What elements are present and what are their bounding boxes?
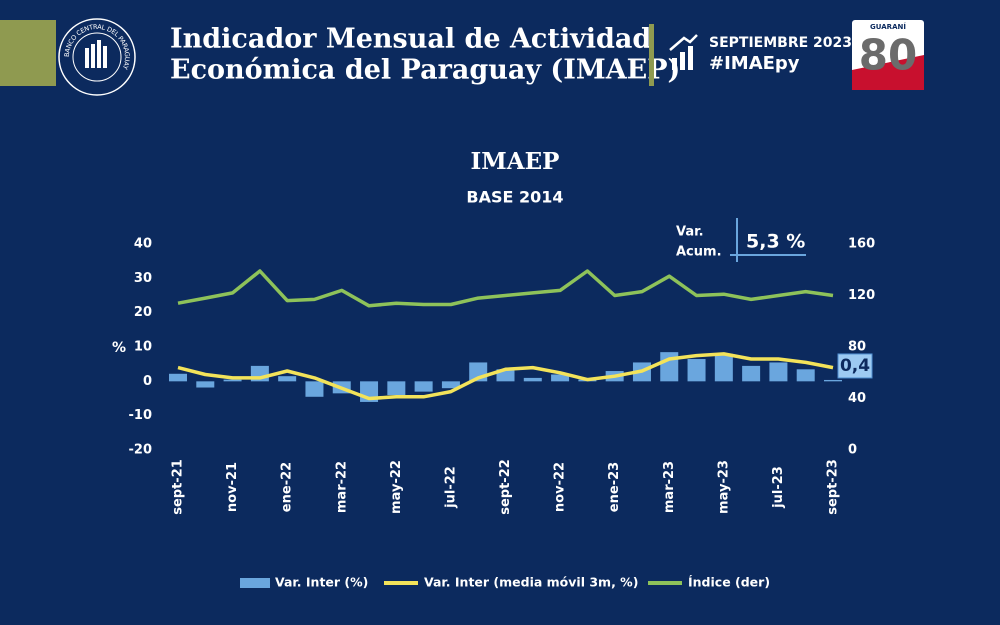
annotation-label: Acum. xyxy=(676,245,722,260)
legend-label: Var. Inter (media móvil 3m, %) xyxy=(424,575,638,590)
bar xyxy=(387,381,406,396)
bar xyxy=(223,379,242,382)
header-title: Indicador Mensual de Actividad xyxy=(170,24,651,55)
x-tick-label: nov-22 xyxy=(553,462,568,512)
bar xyxy=(441,381,460,389)
legend-label: Var. Inter (%) xyxy=(275,575,368,590)
y2-tick-label: 0 xyxy=(848,443,857,458)
chart-subtitle: BASE 2014 xyxy=(466,188,563,207)
bar xyxy=(196,381,215,388)
legend-swatch xyxy=(240,578,270,588)
bar xyxy=(769,362,788,382)
anniversary-text: GUARANÍ xyxy=(870,22,906,31)
bar xyxy=(742,365,761,382)
x-tick-label: ene-23 xyxy=(607,462,622,512)
x-tick-label: may-23 xyxy=(716,460,731,514)
series-line xyxy=(177,352,834,401)
x-tick-label: mar-23 xyxy=(662,461,677,513)
bar xyxy=(278,376,297,382)
x-tick-label: may-22 xyxy=(389,460,404,514)
annotation-value: 5,3 % xyxy=(746,231,805,253)
bar xyxy=(523,377,542,382)
header-divider xyxy=(649,24,654,86)
y-axis-label: % xyxy=(112,340,126,356)
series-line xyxy=(177,269,834,308)
value-label: 0,4 xyxy=(840,356,870,376)
y2-tick-label: 120 xyxy=(848,288,875,303)
y2-tick-label: 40 xyxy=(848,391,866,406)
bank-logo-inner xyxy=(72,32,122,82)
y2-tick-label: 80 xyxy=(848,340,866,355)
header-date: SEPTIEMBRE 2023 xyxy=(709,35,852,51)
x-tick-label: sept-23 xyxy=(826,459,841,515)
annotation-label: Var. xyxy=(676,225,704,240)
growth-icon xyxy=(669,34,698,70)
x-tick-label: sept-22 xyxy=(498,459,513,515)
bar xyxy=(824,379,842,382)
y-tick-label: -20 xyxy=(129,443,153,458)
value-label-box xyxy=(837,353,873,379)
bar xyxy=(714,353,733,382)
header-title: Económica del Paraguay (IMAEP) xyxy=(170,55,680,86)
x-tick-label: ene-22 xyxy=(280,462,295,512)
y-tick-label: 30 xyxy=(134,271,152,286)
x-tick-label: jul-22 xyxy=(443,466,458,509)
bank-building xyxy=(85,40,107,68)
header-accent xyxy=(0,20,56,86)
chart-title: IMAEP xyxy=(471,148,560,175)
y-tick-label: 0 xyxy=(143,374,152,389)
anniversary-number: 80 xyxy=(859,31,917,80)
legend-label: Índice (der) xyxy=(688,575,770,590)
bar xyxy=(796,369,815,382)
header-hashtag: #IMAEpy xyxy=(709,53,800,74)
bar xyxy=(305,381,324,397)
y-tick-label: 10 xyxy=(134,340,152,355)
bar xyxy=(687,359,706,382)
x-tick-label: mar-22 xyxy=(334,461,349,513)
bar xyxy=(414,381,433,392)
y-tick-label: -10 xyxy=(129,408,153,423)
y-tick-label: 40 xyxy=(134,237,152,252)
bar xyxy=(551,374,570,382)
x-tick-label: nov-21 xyxy=(225,462,240,512)
y2-tick-label: 160 xyxy=(848,237,875,252)
x-tick-label: jul-23 xyxy=(771,466,786,509)
y-tick-label: 20 xyxy=(134,305,152,320)
x-tick-label: sept-21 xyxy=(171,459,186,515)
bar xyxy=(169,373,187,382)
anniversary-stripe xyxy=(852,55,924,90)
